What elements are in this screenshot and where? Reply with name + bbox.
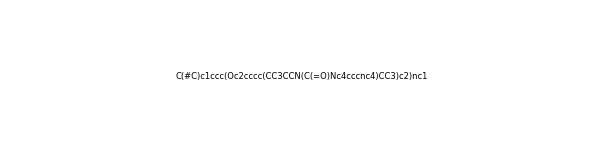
Text: C(#C)c1ccc(Oc2cccc(CC3CCN(C(=O)Nc4cccnc4)CC3)c2)nc1: C(#C)c1ccc(Oc2cccc(CC3CCN(C(=O)Nc4cccnc4… [175,72,428,81]
